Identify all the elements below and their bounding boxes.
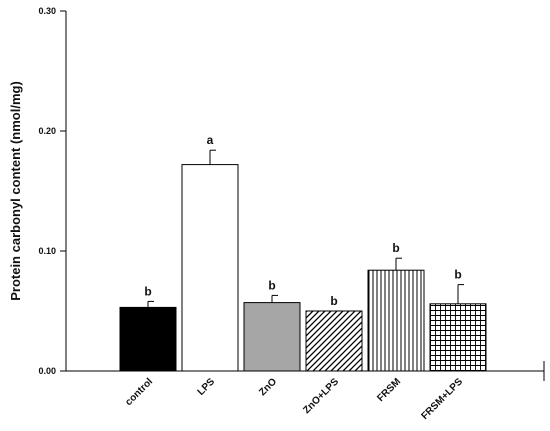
x-tick-label: control <box>123 376 155 408</box>
x-tick-label: ZnO <box>257 376 279 398</box>
bar-zno-plus-lps <box>305 310 363 372</box>
y-tick-label: 0.20 <box>38 126 56 136</box>
bar-lps <box>181 164 239 372</box>
significance-letter: b <box>144 284 151 298</box>
x-tick-label: FRSM+LPS <box>419 376 465 422</box>
significance-letter: b <box>454 268 461 282</box>
y-axis-label: Protein carbonyl content (nmol/mg) <box>8 81 23 301</box>
significance-letters: b a b b b b <box>144 133 461 308</box>
error-bars <box>147 149 464 308</box>
x-tick-label: LPS <box>196 376 218 398</box>
bar-zno <box>243 302 301 372</box>
x-tick-labels: control LPS ZnO ZnO+LPS FRSM FRSM+LPS <box>123 376 465 422</box>
significance-letter: b <box>392 241 399 255</box>
y-ticks: 0.00 0.10 0.20 0.30 <box>38 6 66 376</box>
bar-control <box>119 306 177 372</box>
y-tick-label: 0.10 <box>38 246 56 256</box>
y-tick-label: 0.30 <box>38 6 56 16</box>
significance-letter: a <box>207 133 214 147</box>
significance-letter: b <box>330 294 337 308</box>
bar-frsm-plus-lps <box>429 303 487 372</box>
y-tick-label: 0.00 <box>38 366 56 376</box>
x-tick-label: ZnO+LPS <box>301 376 341 416</box>
x-tick-label: FRSM <box>375 376 403 404</box>
significance-letter: b <box>268 278 275 292</box>
bars <box>119 164 487 372</box>
bar-frsm <box>367 269 425 372</box>
y-axis: 0.00 0.10 0.20 0.30 Protein carbonyl conten… <box>8 6 67 376</box>
